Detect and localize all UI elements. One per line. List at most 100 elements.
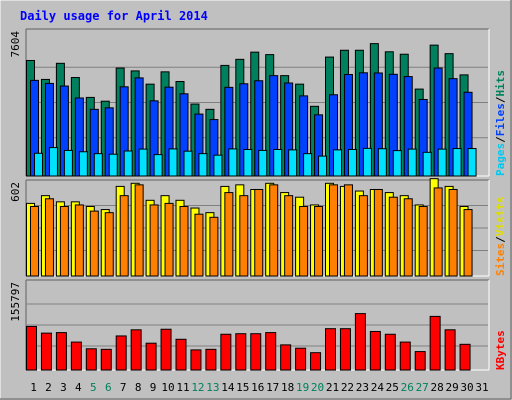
legend-item: Sites xyxy=(494,243,507,276)
legend-item: Files xyxy=(494,103,507,136)
legend-item: / xyxy=(494,236,507,243)
day-label-9: 9 xyxy=(150,381,157,394)
bar-sites-day-23 xyxy=(358,195,368,277)
bar-sites-day-26 xyxy=(403,198,413,277)
bar-sites-day-11 xyxy=(179,205,189,277)
bar-pages-day-26 xyxy=(407,148,417,177)
bar-pages-day-21 xyxy=(333,149,342,177)
bar-kbytes-day-9 xyxy=(145,342,157,371)
bar-sites-day-14 xyxy=(224,192,234,277)
bar-kbytes-day-21 xyxy=(325,328,336,371)
day-label-8: 8 xyxy=(135,381,142,394)
bar-sites-day-1 xyxy=(30,205,39,277)
bar-sites-day-7 xyxy=(119,195,129,277)
legend-item: Visits xyxy=(494,197,507,237)
bar-pages-day-11 xyxy=(183,150,193,177)
day-label-18: 18 xyxy=(281,381,294,394)
y-max-label: 155797 xyxy=(9,282,22,322)
day-label-17: 17 xyxy=(266,381,279,394)
day-label-29: 29 xyxy=(445,381,458,394)
bar-kbytes-day-12 xyxy=(190,349,202,371)
bar-kbytes-day-3 xyxy=(55,332,67,371)
legend-item: / xyxy=(494,136,507,143)
day-label-13: 13 xyxy=(206,381,219,394)
bar-sites-day-4 xyxy=(74,204,84,277)
legend: Sites/Visits xyxy=(494,197,507,277)
day-label-7: 7 xyxy=(120,381,127,394)
bar-pages-day-18 xyxy=(288,149,298,177)
bar-pages-day-10 xyxy=(168,148,178,177)
bar-sites-day-17 xyxy=(269,184,279,277)
day-label-4: 4 xyxy=(75,381,82,394)
bar-sites-day-13 xyxy=(209,216,219,277)
bar-sites-day-21 xyxy=(329,184,338,277)
bar-sites-day-8 xyxy=(134,184,144,277)
bar-pages-day-16 xyxy=(258,149,268,177)
bar-sites-day-29 xyxy=(448,188,458,277)
day-axis-labels: 1 2 3 4 5 6 7 8 9 10 11 12 13 14 15 16 17 18 19 20 21 22 23 24 2… xyxy=(30,381,488,394)
day-label-11: 11 xyxy=(176,381,189,394)
bar-sites-day-12 xyxy=(194,213,204,277)
bar-kbytes-day-6 xyxy=(100,348,112,371)
day-label-25: 25 xyxy=(386,381,399,394)
bar-kbytes-day-7 xyxy=(115,335,127,371)
day-label-28: 28 xyxy=(431,381,444,394)
bar-pages-day-30 xyxy=(467,148,477,177)
bar-pages-day-27 xyxy=(422,151,432,177)
bar-kbytes-day-13 xyxy=(205,348,217,371)
legend-item: KBytes xyxy=(494,330,507,370)
bar-pages-day-17 xyxy=(273,148,283,177)
day-label-16: 16 xyxy=(251,381,264,394)
bar-sites-day-20 xyxy=(314,205,324,277)
bar-kbytes-day-14 xyxy=(220,333,232,371)
bar-sites-day-3 xyxy=(59,205,69,277)
bar-sites-day-18 xyxy=(284,195,294,277)
bar-sites-day-5 xyxy=(89,210,99,277)
bar-kbytes-day-30 xyxy=(459,343,471,371)
bar-sites-day-2 xyxy=(44,198,54,277)
bar-kbytes-day-10 xyxy=(160,328,172,371)
day-label-12: 12 xyxy=(191,381,204,394)
middle-panel: 602 Sites/Visits xyxy=(9,178,507,277)
bar-pages-day-19 xyxy=(303,153,313,177)
bar-sites-day-16 xyxy=(254,188,264,277)
bar-kbytes-day-27 xyxy=(414,351,426,371)
day-label-22: 22 xyxy=(341,381,354,394)
bar-pages-day-25 xyxy=(392,150,402,177)
y-max-label: 602 xyxy=(9,182,22,202)
bar-kbytes-day-20 xyxy=(310,352,322,371)
bottom-panel: 155797 KBytes xyxy=(9,279,507,371)
bar-kbytes-day-23 xyxy=(354,313,366,371)
bar-pages-day-22 xyxy=(347,148,357,177)
bar-pages-day-28 xyxy=(437,148,447,177)
bar-kbytes-day-17 xyxy=(265,332,277,371)
bar-pages-day-7 xyxy=(123,150,133,177)
bar-pages-day-6 xyxy=(108,153,118,177)
bar-sites-day-22 xyxy=(343,184,353,277)
bar-pages-day-8 xyxy=(138,148,148,177)
bar-sites-day-19 xyxy=(299,205,309,277)
bar-pages-day-4 xyxy=(78,151,88,177)
bar-kbytes-day-28 xyxy=(429,315,441,371)
bar-kbytes-day-8 xyxy=(130,329,142,371)
bar-sites-day-9 xyxy=(149,204,159,277)
bar-pages-day-5 xyxy=(93,153,103,177)
bar-sites-day-27 xyxy=(418,205,428,277)
bar-sites-day-10 xyxy=(164,202,174,277)
bar-kbytes-day-22 xyxy=(339,328,351,371)
day-label-24: 24 xyxy=(371,381,385,394)
bar-sites-day-28 xyxy=(433,187,443,277)
day-label-3: 3 xyxy=(60,381,67,394)
day-label-19: 19 xyxy=(296,381,309,394)
bar-kbytes-day-16 xyxy=(250,333,262,371)
bar-kbytes-day-24 xyxy=(369,330,381,371)
legend: Pages/Files/Hits xyxy=(494,70,507,176)
day-label-6: 6 xyxy=(105,381,112,394)
bar-kbytes-day-2 xyxy=(40,332,52,371)
bar-kbytes-day-26 xyxy=(399,341,411,371)
day-label-5: 5 xyxy=(90,381,97,394)
legend-item: Hits xyxy=(494,70,507,97)
legend-item: / xyxy=(494,96,507,103)
